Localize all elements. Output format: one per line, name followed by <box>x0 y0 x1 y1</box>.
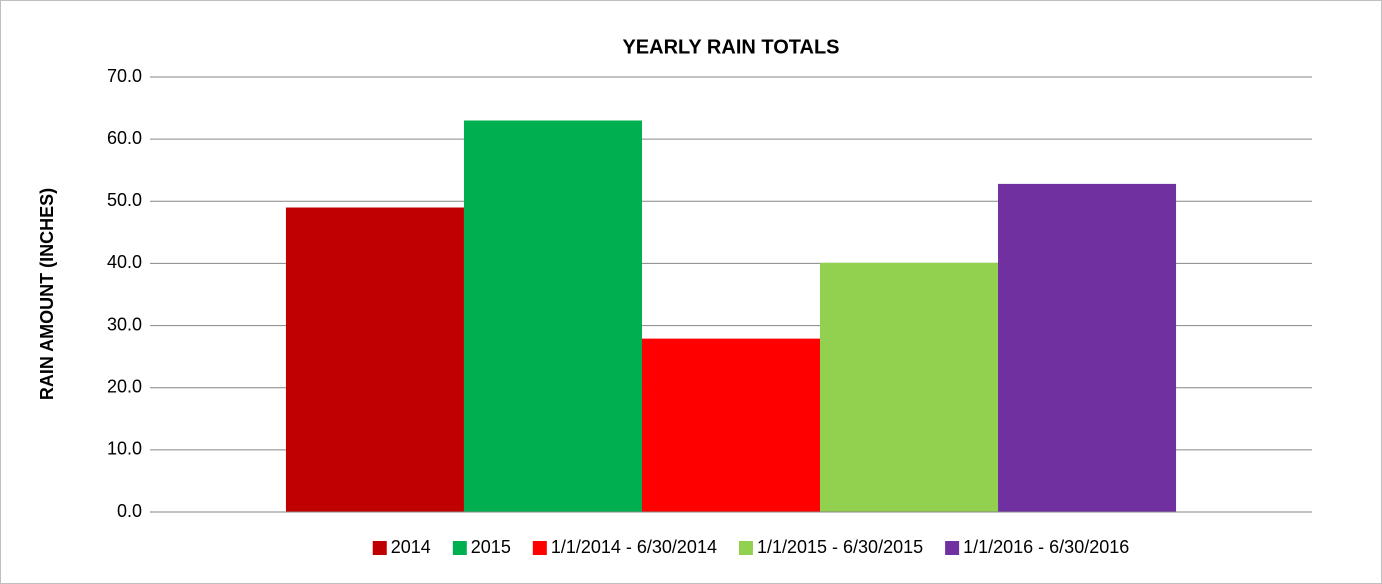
bar <box>463 120 642 512</box>
chart-title: YEARLY RAIN TOTALS <box>622 36 839 58</box>
y-tick-label: 10.0 <box>107 439 142 459</box>
bar <box>641 338 821 512</box>
legend-swatch <box>945 541 960 555</box>
bar <box>820 262 999 512</box>
legend-swatch <box>452 541 467 555</box>
y-tick-label: 50.0 <box>107 190 142 210</box>
y-tick-label: 70.0 <box>107 66 142 86</box>
bar <box>998 183 1177 512</box>
legend-label: 2015 <box>471 537 511 557</box>
y-tick-label: 60.0 <box>107 128 142 148</box>
legend-label: 1/1/2014 - 6/30/2014 <box>551 537 717 557</box>
y-tick-label: 20.0 <box>107 376 142 396</box>
bar <box>285 207 464 512</box>
legend-label: 2014 <box>391 537 431 557</box>
legend-label: 1/1/2016 - 6/30/2016 <box>963 537 1129 557</box>
y-axis-label: RAIN AMOUNT (INCHES) <box>37 188 57 400</box>
legend-swatch <box>372 541 387 555</box>
y-tick-label: 40.0 <box>107 252 142 272</box>
legend-swatch <box>532 541 547 555</box>
legend-label: 1/1/2015 - 6/30/2015 <box>757 537 923 557</box>
legend-swatch <box>738 541 753 555</box>
y-tick-label: 0.0 <box>117 501 142 521</box>
y-tick-label: 30.0 <box>107 314 142 334</box>
